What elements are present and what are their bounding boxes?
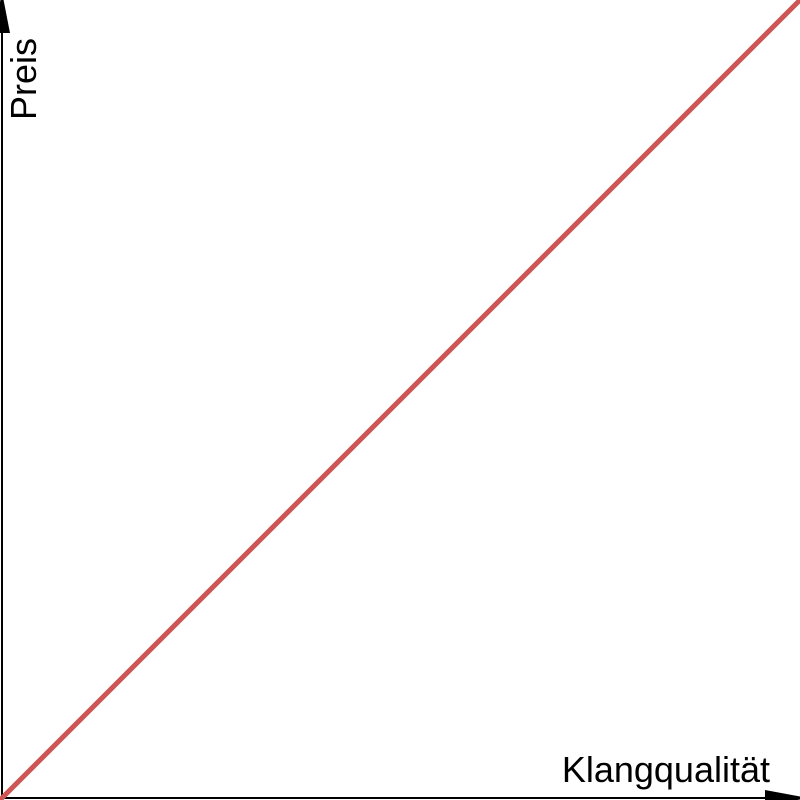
y-axis-label: Preis <box>3 38 44 120</box>
y-axis-arrow <box>0 0 10 33</box>
x-axis-label: Klangqualität <box>562 749 770 790</box>
x-axis-arrow <box>765 790 800 800</box>
